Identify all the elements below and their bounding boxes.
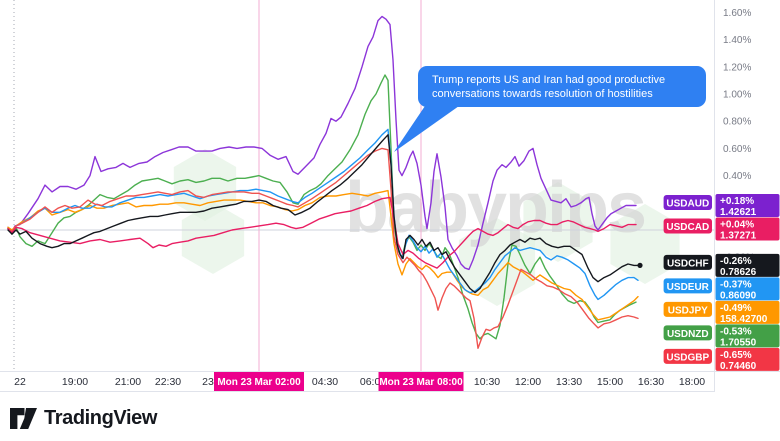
time-axis-label[interactable]: 16:30 (638, 376, 664, 388)
babypips-hexagon-watermark (181, 202, 245, 274)
price-label-usdaud[interactable] (715, 194, 780, 218)
price-label-pct-usdeur: -0.37% (720, 279, 752, 290)
time-axis-label[interactable]: 13:30 (556, 376, 582, 388)
time-axis-label[interactable]: 19:00 (62, 376, 88, 388)
time-axis-label[interactable]: 04:30 (312, 376, 338, 388)
price-label-value-usdgbp: 0.74460 (720, 361, 757, 372)
session-date-badge-label: Mon 23 Mar 08:00 (379, 377, 463, 388)
symbol-badge-label-usdnzd: USDNZD (667, 329, 709, 340)
series-line-usdchf (7, 134, 641, 294)
news-callout-text-line1: Trump reports US and Iran had good produ… (432, 74, 665, 86)
symbol-badge-label-usdcad: USDCAD (666, 222, 709, 233)
session-date-badge[interactable] (214, 372, 304, 391)
time-axis-label[interactable]: 18:00 (679, 376, 705, 388)
price-axis-tick-label: 1.60% (723, 8, 751, 19)
news-callout-box[interactable] (418, 66, 706, 107)
time-axis-label[interactable]: 10:30 (474, 376, 500, 388)
price-label-value-usdchf: 0.78626 (720, 267, 757, 278)
symbol-badge-label-usdchf: USDCHF (667, 258, 709, 269)
price-axis-tick-label: 1.40% (723, 35, 751, 46)
price-axis-tick-label: 0.40% (723, 171, 751, 182)
price-label-usdjpy[interactable] (715, 300, 780, 324)
price-label-pct-usdchf: -0.26% (720, 256, 752, 267)
news-callout-text-line2: conversations towards resolution of host… (432, 88, 653, 100)
symbol-badge-label-usdjpy: USDJPY (668, 305, 708, 316)
price-label-usdeur[interactable] (715, 277, 780, 301)
tradingview-logo-text: TradingView (44, 406, 158, 429)
babypips-hexagon-watermark (173, 149, 237, 221)
symbol-badge-usdaud[interactable] (663, 195, 712, 211)
price-label-pct-usdcad: +0.04% (720, 220, 754, 231)
series-line-usdcad (7, 196, 637, 269)
price-label-usdgbp[interactable] (715, 347, 780, 371)
price-label-value-usdcad: 1.37271 (720, 231, 757, 242)
symbol-badge-usdcad[interactable] (663, 218, 712, 234)
time-axis-label[interactable]: 21:00 (115, 376, 141, 388)
price-label-pct-usdgbp: -0.65% (720, 350, 752, 361)
price-label-usdnzd[interactable] (715, 324, 780, 348)
symbol-badge-usdjpy[interactable] (663, 301, 712, 317)
price-label-pct-usdjpy: -0.49% (720, 303, 752, 314)
time-axis-label[interactable]: 12:00 (515, 376, 541, 388)
symbol-badge-label-usdgbp: USDGBP (666, 352, 709, 363)
session-date-badge-label: Mon 23 Mar 02:00 (217, 377, 301, 388)
time-axis-label[interactable]: 23 (202, 376, 214, 388)
symbol-badge-usdnzd[interactable] (663, 325, 712, 341)
price-label-usdchf[interactable] (715, 253, 780, 277)
price-axis-tick-label: 1.20% (723, 62, 751, 73)
tradingview-logo[interactable]: TradingView (10, 403, 157, 433)
symbol-badge-label-usdeur: USDEUR (667, 282, 710, 293)
series-line-usdjpy (7, 189, 639, 321)
symbol-badge-usdgbp[interactable] (663, 348, 712, 364)
price-label-value-usdjpy: 158.42700 (720, 314, 768, 325)
series-line-usdgbp (7, 147, 639, 349)
price-label-usdcad[interactable] (715, 217, 780, 241)
price-label-value-usdaud: 1.42621 (720, 207, 757, 218)
symbol-badge-usdchf[interactable] (663, 254, 712, 270)
series-line-usdaud (7, 15, 637, 271)
news-callout-tail (394, 103, 459, 152)
series-line-usdnzd (7, 74, 637, 340)
usdchf-last-price-dot (637, 262, 643, 268)
price-axis-tick-label: 0.60% (723, 144, 751, 155)
tradingview-logo-icon (10, 407, 37, 429)
time-axis-label[interactable]: 15:00 (597, 376, 623, 388)
price-label-pct-usdaud: +0.18% (720, 196, 754, 207)
price-label-pct-usdnzd: -0.53% (720, 326, 752, 337)
price-axis-tick-label: 0.80% (723, 117, 751, 128)
price-label-value-usdeur: 0.86090 (720, 290, 757, 301)
babypips-hexagon-watermark (523, 182, 593, 262)
price-axis-tick-label: 1.00% (723, 90, 751, 101)
time-axis-label[interactable]: 22 (14, 376, 26, 388)
time-axis-label[interactable]: 22:30 (155, 376, 181, 388)
price-label-value-usdnzd: 1.70550 (720, 337, 757, 348)
session-date-badge[interactable] (378, 372, 464, 391)
symbol-badge-label-usdaud: USDAUD (666, 199, 709, 210)
symbol-badge-usdeur[interactable] (663, 278, 712, 294)
